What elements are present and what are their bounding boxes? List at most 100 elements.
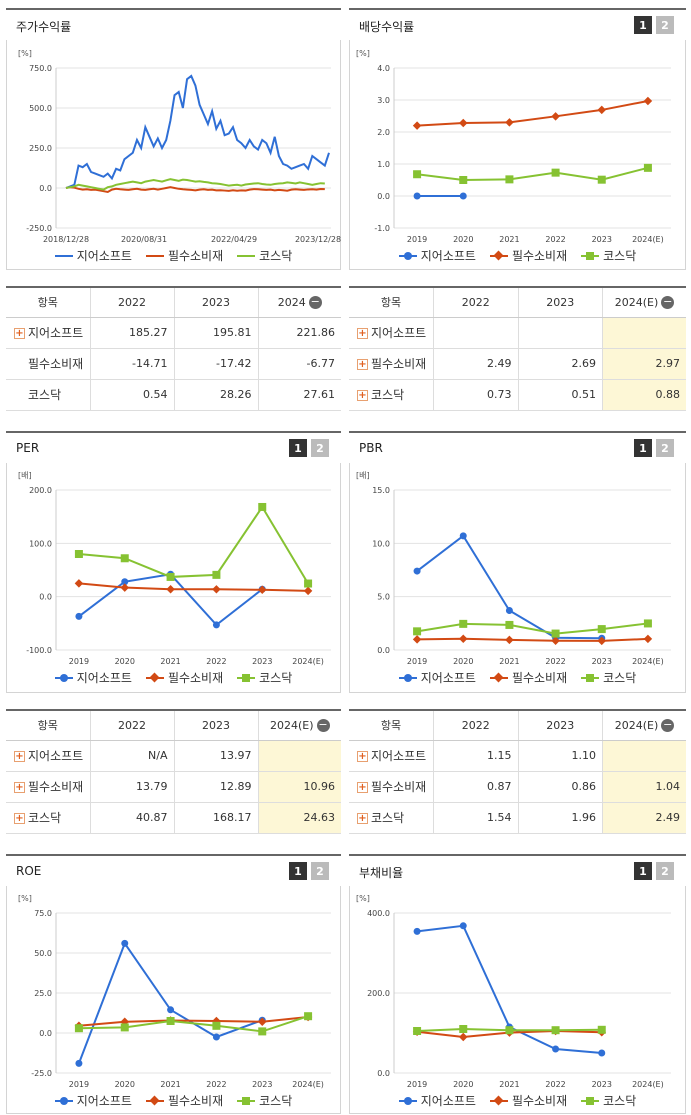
data-point[interactable] — [597, 175, 606, 184]
data-point[interactable] — [412, 121, 422, 130]
row-label[interactable]: + 코스닥 — [349, 802, 434, 834]
data-point[interactable] — [551, 112, 560, 121]
data-point[interactable] — [459, 192, 467, 200]
data-point[interactable] — [505, 175, 514, 184]
legend-item[interactable]: 지어소프트 — [54, 247, 132, 264]
legend-item[interactable]: 코스닥 — [237, 669, 292, 686]
data-point[interactable] — [212, 1021, 221, 1030]
legend-item[interactable]: 코스닥 — [581, 669, 636, 686]
data-point[interactable] — [643, 634, 653, 644]
expand-icon[interactable]: + — [14, 751, 25, 762]
view-button-2[interactable]: 2 — [311, 439, 329, 457]
data-point[interactable] — [412, 635, 422, 644]
data-point[interactable] — [413, 170, 422, 179]
data-point[interactable] — [258, 1017, 267, 1027]
data-point[interactable] — [597, 105, 606, 115]
data-point[interactable] — [551, 1026, 560, 1035]
expand-icon[interactable]: + — [14, 813, 25, 824]
data-point[interactable] — [459, 176, 468, 184]
data-point[interactable] — [212, 585, 221, 594]
data-point[interactable] — [413, 567, 421, 575]
expand-icon[interactable]: + — [357, 328, 368, 339]
data-point[interactable] — [166, 572, 175, 581]
row-label[interactable]: + 필수소비재 — [6, 771, 90, 803]
data-point[interactable] — [120, 554, 129, 563]
expand-icon[interactable]: + — [357, 390, 368, 401]
legend-item[interactable]: 코스닥 — [237, 1092, 292, 1109]
data-point[interactable] — [459, 619, 468, 628]
legend-item[interactable]: 필수소비재 — [489, 1092, 567, 1109]
legend-item[interactable]: 코스닥 — [581, 1092, 636, 1109]
data-point[interactable] — [505, 607, 513, 615]
data-point[interactable] — [413, 192, 421, 200]
data-point[interactable] — [505, 620, 514, 629]
data-point[interactable] — [303, 586, 313, 596]
data-point[interactable] — [459, 118, 468, 128]
view-button-2[interactable]: 2 — [656, 439, 674, 457]
data-point[interactable] — [413, 627, 422, 636]
data-point[interactable] — [74, 1024, 83, 1033]
data-point[interactable] — [212, 1033, 220, 1041]
data-point[interactable] — [75, 1059, 83, 1067]
legend-item[interactable]: 지어소프트 — [54, 669, 132, 686]
expand-icon[interactable]: + — [357, 813, 368, 824]
data-point[interactable] — [598, 1049, 606, 1057]
legend-item[interactable]: 지어소프트 — [398, 669, 476, 686]
view-button-1[interactable]: 1 — [634, 16, 652, 34]
row-label[interactable]: + 코스닥 — [349, 379, 434, 411]
expand-icon[interactable]: + — [357, 782, 368, 793]
data-point[interactable] — [74, 550, 83, 558]
data-point[interactable] — [212, 570, 221, 579]
data-point[interactable] — [643, 163, 652, 172]
data-point[interactable] — [121, 939, 129, 947]
collapse-icon[interactable]: − — [661, 718, 675, 732]
row-label[interactable]: + 필수소비재 — [349, 771, 434, 803]
legend-item[interactable]: 필수소비재 — [145, 1092, 223, 1109]
legend-item[interactable]: 지어소프트 — [54, 1092, 132, 1109]
data-point[interactable] — [505, 1026, 514, 1035]
data-point[interactable] — [166, 1017, 175, 1025]
data-point[interactable] — [505, 118, 514, 127]
data-point[interactable] — [459, 634, 468, 644]
legend-item[interactable]: 코스닥 — [581, 247, 636, 264]
view-button-1[interactable]: 1 — [289, 439, 307, 457]
data-point[interactable] — [413, 1027, 422, 1035]
data-point[interactable] — [551, 168, 560, 177]
row-label[interactable]: + 지어소프트 — [349, 740, 434, 772]
data-point[interactable] — [551, 636, 560, 645]
legend-item[interactable]: 필수소비재 — [489, 247, 567, 264]
data-point[interactable] — [166, 584, 175, 594]
view-button-2[interactable]: 2 — [311, 862, 329, 880]
data-point[interactable] — [643, 619, 652, 628]
data-point[interactable] — [258, 585, 267, 595]
expand-icon[interactable]: + — [14, 782, 25, 793]
data-point[interactable] — [597, 625, 606, 634]
data-point[interactable] — [551, 629, 560, 638]
expand-icon[interactable]: + — [14, 328, 25, 339]
legend-item[interactable]: 지어소프트 — [398, 247, 476, 264]
data-point[interactable] — [459, 922, 467, 930]
data-point[interactable] — [212, 621, 220, 629]
legend-item[interactable]: 코스닥 — [237, 247, 292, 264]
row-label[interactable]: + 필수소비재 — [349, 348, 434, 380]
legend-item[interactable]: 필수소비재 — [145, 247, 223, 264]
data-point[interactable] — [413, 927, 421, 935]
expand-icon[interactable]: + — [357, 359, 368, 370]
data-point[interactable] — [74, 579, 84, 588]
row-label[interactable]: + 코스닥 — [6, 802, 90, 834]
data-point[interactable] — [120, 1023, 129, 1032]
data-point[interactable] — [505, 635, 514, 645]
data-point[interactable] — [258, 502, 267, 511]
legend-item[interactable]: 필수소비재 — [489, 669, 567, 686]
data-point[interactable] — [167, 1006, 175, 1014]
row-label[interactable]: + 지어소프트 — [6, 740, 90, 772]
row-label[interactable]: + 지어소프트 — [6, 317, 90, 349]
data-point[interactable] — [304, 579, 313, 588]
expand-icon[interactable]: + — [357, 751, 368, 762]
data-point[interactable] — [120, 583, 129, 592]
view-button-1[interactable]: 1 — [634, 439, 652, 457]
data-point[interactable] — [304, 1012, 313, 1021]
row-label[interactable]: + 지어소프트 — [349, 317, 434, 349]
data-point[interactable] — [459, 1025, 468, 1033]
data-point[interactable] — [75, 612, 83, 620]
